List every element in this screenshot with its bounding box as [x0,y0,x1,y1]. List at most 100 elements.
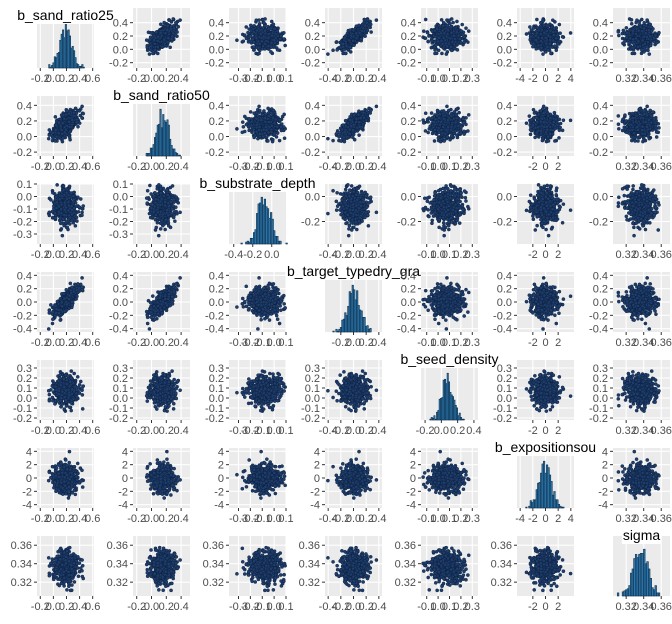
y-tick-label: -0.2 [397,58,416,70]
scatter-point [153,48,156,51]
y-tick-label: -0.2 [109,58,128,70]
scatter-point [149,48,152,51]
scatter-point [427,40,430,43]
scatter-point [357,24,360,27]
scatter-point [270,20,273,23]
scatter-point [349,50,352,53]
scatter-point [434,35,437,38]
x-tick-label: 0.6 [85,73,100,85]
scatter-point [424,37,427,40]
scatter-point [375,19,378,22]
scatter-point [450,49,453,52]
scatter-point [164,32,167,35]
scatter-point [159,31,162,34]
scatter-point [464,27,467,30]
scatter-point [260,40,263,43]
scatter-point [358,31,361,34]
scatter-point [146,46,149,49]
scatter-point [235,39,238,42]
scatter-point [342,48,345,51]
scatter-point [270,34,273,37]
scatter-point [283,37,286,40]
x-tick-label: 0.1 [278,73,293,85]
scatter-point [276,29,279,32]
scatter-point [167,37,170,40]
scatter-point [262,21,265,24]
scatter-panel-b_sand_ratio25-vs-b_substrate_depth: -0.3-0.2-0.10.00.1-0.20.00.20.4 [205,8,294,85]
y-tick-label: 0.0 [113,44,128,56]
scatter-point [342,45,345,48]
scatter-point [424,18,427,21]
panel-title-b_sand_ratio25: b_sand_ratio25 [17,7,114,23]
scatter-point [440,18,443,21]
scatter-point [463,41,466,44]
scatter-point [156,39,159,42]
y-tick-label: 0.4 [209,18,224,30]
scatter-point [147,31,150,34]
scatter-point [370,30,373,33]
y-tick-label: 0.4 [113,18,128,30]
x-tick-label: 0.2 [159,73,174,85]
scatter-point [456,48,459,51]
scatter-point [253,24,256,27]
scatter-point [282,31,285,34]
scatter-point [145,39,148,42]
scatter-point [156,52,159,55]
scatter-point [466,41,469,44]
y-tick-label: 0.4 [305,18,320,30]
scatter-point [270,27,273,30]
scatter-point [150,45,153,48]
scatter-point [355,37,358,40]
scatter-point [442,24,445,27]
scatter-point [273,39,276,42]
scatter-point [174,21,177,24]
scatter-point [348,39,351,42]
scatter-point [159,23,162,26]
scatter-panel-b_sand_ratio25-vs-b_sand_ratio50: -0.20.0 0.2 0.4-0.20.00.20.4 [109,8,190,85]
y-tick-label: -0.2 [205,58,224,70]
y-tick-label: -0.2 [301,58,320,70]
scatter-point [461,33,464,36]
scatter-point [250,29,253,32]
scatter-point [257,52,260,55]
scatter-point [335,41,338,44]
scatter-point [369,20,372,23]
y-tick-label: 0.2 [209,31,224,43]
scatter-point [255,19,258,22]
y-tick-label: 0.4 [401,18,416,30]
scatter-point [273,27,276,30]
scatter-point [148,52,151,55]
scatter-point [343,36,346,39]
scatter-point [251,38,254,41]
scatter-point [169,46,172,49]
scatter-point [247,40,250,43]
scatter-point [360,37,363,40]
x-tick-label: 0.0 [144,73,159,85]
scatter-point [349,29,352,32]
scatter-point [166,29,169,32]
scatter-point [426,31,429,34]
scatter-point [252,41,255,44]
scatter-point [284,44,287,47]
scatter-point [369,23,372,26]
scatter-point [255,37,258,40]
scatter-point [172,17,175,20]
x-tick-label: 0.3 [465,73,480,85]
scatter-point [352,29,355,32]
scatter-point [251,32,254,35]
scatter-point [430,39,433,42]
scatter-point [336,48,339,51]
scatter-point [422,30,425,33]
scatter-point [452,21,455,24]
scatter-point [455,20,458,23]
scatter-point [365,21,368,24]
scatter-point [262,35,265,38]
scatter-point [156,45,159,48]
scatter-point [172,32,175,35]
scatter-point [461,23,464,26]
scatter-point [252,45,255,48]
scatter-point [341,42,344,45]
scatter-point [467,30,470,33]
scatter-point [433,48,436,51]
